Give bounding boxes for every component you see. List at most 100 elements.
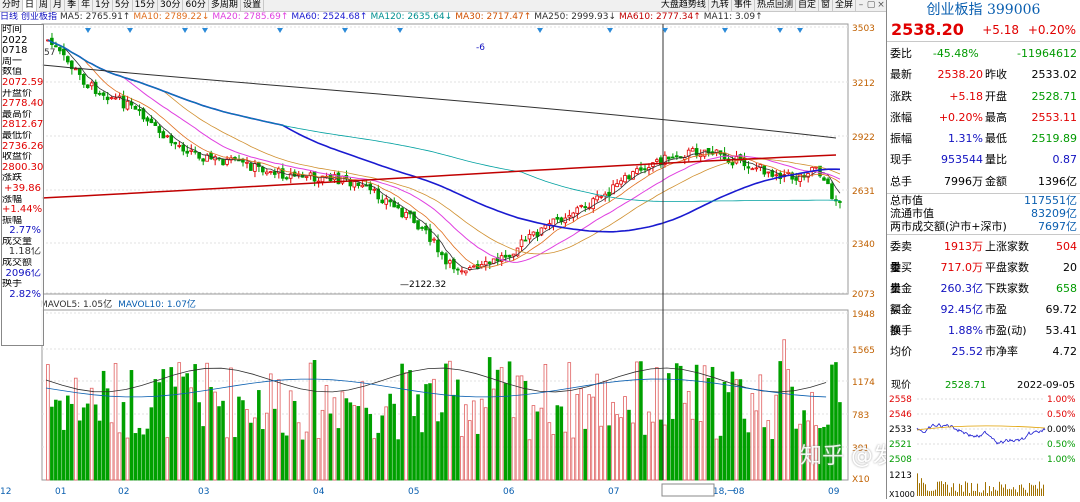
mini-volume-bar: [979, 492, 980, 496]
period-tab[interactable]: 1分: [93, 0, 113, 11]
event-marker[interactable]: [722, 28, 728, 33]
toolbar-button[interactable]: 自定: [796, 0, 819, 11]
minimize-icon[interactable]: –: [858, 0, 864, 10]
event-marker[interactable]: [607, 28, 613, 33]
order-row: 换手 1.88% 市盈(动) 53.41: [887, 320, 1080, 341]
period-tab[interactable]: 30分: [158, 0, 184, 11]
market-row: 总市值 117551亿: [887, 194, 1080, 208]
period-tab[interactable]: 年: [79, 0, 94, 11]
mini-volume-bar: [949, 492, 950, 496]
candle: [456, 268, 460, 271]
toolbar-button[interactable]: 窗: [819, 0, 833, 11]
period-tab[interactable]: 设置: [241, 0, 264, 11]
row-label: 两市成交额(沪市+深市): [890, 219, 1007, 233]
volume-bar: [786, 369, 790, 481]
row-label: 最高: [985, 110, 1007, 124]
intraday-mini-chart[interactable]: 现价 2528.71 2022-09-05 2558 1.00% 2546 0.50% 253…: [887, 378, 1080, 499]
row-label: 换手: [890, 324, 912, 338]
data-window-label: 成交量: [2, 236, 32, 247]
row-label: 市净率: [985, 345, 1018, 359]
candle: [436, 239, 440, 253]
event-marker[interactable]: [182, 28, 188, 33]
row-label: 上涨家数: [985, 240, 1029, 254]
candle: [754, 167, 759, 170]
event-marker[interactable]: [342, 28, 348, 33]
price-axis-tick: 2073: [852, 290, 875, 300]
volume-bar: [463, 404, 468, 481]
close-icon[interactable]: ×: [877, 0, 885, 10]
volume-bar: [448, 360, 452, 481]
event-marker[interactable]: [797, 28, 803, 33]
candle: [201, 158, 205, 162]
mini-volume-bar: [1041, 488, 1042, 496]
volume-bar: [647, 411, 651, 481]
event-marker[interactable]: [662, 28, 668, 33]
period-tab[interactable]: 5分: [113, 0, 133, 11]
volume-bar: [372, 438, 377, 481]
volume-bar: [161, 369, 166, 481]
mini-volume-bar: [1037, 488, 1038, 496]
candle: [356, 182, 361, 187]
period-tab[interactable]: 季: [65, 0, 80, 11]
period-tab[interactable]: 分时: [0, 0, 24, 11]
toolbar-button[interactable]: 大盘趋势线: [659, 0, 709, 11]
restore-icon[interactable]: ▢: [866, 0, 876, 10]
period-tab[interactable]: 周: [37, 0, 52, 11]
toolbar-button[interactable]: 热点回测: [755, 0, 796, 11]
row-label: 最新: [890, 68, 912, 82]
row-value: 1396亿: [1038, 174, 1077, 188]
row-value: 4.72: [1052, 345, 1078, 359]
price-axis-tick: 2340: [852, 240, 875, 250]
period-tab[interactable]: 多周期: [209, 0, 241, 11]
mini-volume-bar: [923, 482, 924, 496]
event-marker[interactable]: [202, 28, 208, 33]
volume-bar: [253, 417, 257, 481]
candle: [113, 97, 118, 100]
volume-bar: [288, 390, 293, 481]
candle: [627, 175, 631, 180]
volume-bar: [77, 420, 82, 481]
mini-volume-bar: [1035, 484, 1036, 496]
event-marker[interactable]: [397, 28, 403, 33]
price-change: +5.18: [982, 23, 1019, 37]
volume-bar: [85, 403, 90, 481]
mini-volume-bar: [1011, 489, 1012, 496]
candle: [655, 159, 659, 162]
toolbar-button[interactable]: 事件: [732, 0, 755, 11]
mini-volume-bar: [941, 481, 942, 496]
volume-bar: [58, 400, 62, 481]
volume-bar: [702, 365, 707, 481]
candle: [81, 73, 86, 85]
volume-bar: [300, 439, 305, 481]
toolbar-button[interactable]: 全屏: [833, 0, 856, 11]
candle: [838, 201, 842, 203]
row-label: 市盈: [985, 303, 1007, 317]
mini-volume-bar: [975, 490, 976, 496]
volume-bar: [802, 410, 806, 481]
row-value: 117551亿: [1024, 194, 1077, 208]
candle: [137, 109, 142, 112]
period-tab[interactable]: 15分: [133, 0, 159, 11]
event-marker[interactable]: [85, 28, 91, 33]
data-window-label: 最高价: [2, 109, 32, 120]
order-table: 委卖量 1913万 上涨家数 504 委买量 717.0万 平盘家数 20 卖金额 260.3亿下…: [887, 236, 1080, 362]
volume-bar: [790, 386, 794, 481]
period-tab[interactable]: 60分: [183, 0, 209, 11]
period-tab[interactable]: 月: [51, 0, 66, 11]
volume-bar: [698, 421, 703, 481]
period-tab[interactable]: 日: [23, 0, 38, 11]
mini-price-tick: 2521: [889, 440, 912, 450]
volume-bar: [818, 428, 822, 481]
flag-annotation: -6: [476, 43, 485, 53]
event-marker[interactable]: [277, 28, 283, 33]
event-marker[interactable]: [537, 28, 543, 33]
event-marker[interactable]: [777, 28, 783, 33]
kline-chart[interactable]: 3503 3212 2922 2631 2340 2073 1948 1565 1174 783 3…: [0, 0, 886, 499]
volume-bar: [280, 432, 285, 481]
candle: [523, 239, 528, 242]
row-value: 260.3亿: [940, 282, 984, 296]
toolbar-button[interactable]: 九转: [709, 0, 732, 11]
volume-bar: [670, 418, 675, 481]
event-marker[interactable]: [127, 28, 133, 33]
mini-volume-bar: [939, 481, 940, 496]
